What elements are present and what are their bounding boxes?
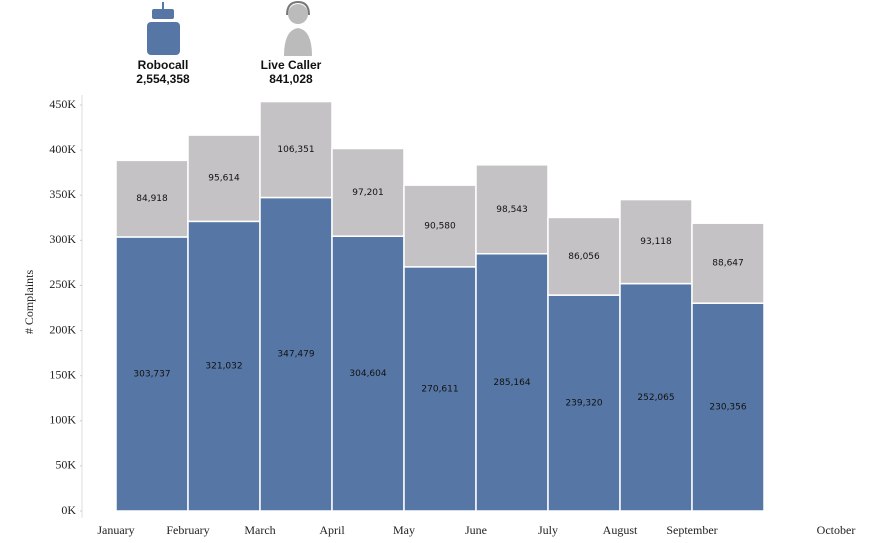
data-label: 347,479 (277, 350, 314, 360)
bar-segment (259, 196, 333, 512)
person-icon (284, 0, 312, 56)
data-label: 304,604 (349, 369, 386, 379)
data-label: 303,737 (133, 369, 170, 379)
bar-segment (331, 235, 405, 512)
x-tick-label: January (97, 523, 134, 537)
bar-segment (115, 159, 189, 238)
y-tick-label: 200K (49, 322, 76, 336)
y-tick-label: 100K (49, 413, 76, 427)
y-tick-label: 300K (49, 232, 76, 246)
bar-segment (619, 198, 693, 285)
y-tick-label: 400K (49, 142, 76, 156)
bar-segment (475, 252, 549, 512)
bar-segment (691, 222, 765, 304)
x-tick-label: July (538, 523, 558, 537)
y-axis-label: # Complaints (22, 270, 36, 335)
data-label: 252,065 (637, 393, 674, 403)
bar-segment (403, 184, 477, 268)
data-label: 239,320 (565, 399, 602, 409)
y-tick-label: 450K (49, 97, 76, 111)
bar-segment (259, 100, 333, 199)
data-label: 84,918 (136, 194, 168, 204)
data-label: 88,647 (712, 259, 744, 269)
bar-segment (187, 134, 261, 223)
data-label: 285,164 (493, 378, 530, 388)
legend-total: 841,028 (269, 72, 313, 86)
y-tick-label: 150K (49, 367, 76, 381)
data-label: 106,351 (277, 145, 314, 155)
data-label: 270,611 (421, 384, 458, 394)
data-label: 98,543 (496, 205, 528, 215)
x-tick-label: August (603, 523, 638, 537)
x-tick-label: April (319, 523, 345, 537)
bar-segment (547, 294, 621, 512)
data-label: 230,356 (709, 403, 746, 413)
bar-segment (619, 282, 693, 512)
x-tick-label: May (393, 523, 415, 537)
x-tick-label: October (817, 523, 856, 537)
y-tick-label: 50K (55, 458, 76, 472)
x-tick-label: September (666, 523, 717, 537)
data-label: 90,580 (424, 221, 456, 231)
y-tick-label: 350K (49, 187, 76, 201)
data-label: 95,614 (208, 174, 240, 184)
robot-icon (147, 2, 180, 55)
legend-total: 2,554,358 (136, 72, 190, 86)
bar-segment (691, 302, 765, 512)
legend-label: Robocall (138, 58, 189, 72)
data-label: 86,056 (568, 252, 600, 262)
legend-label: Live Caller (261, 58, 322, 72)
data-label: 321,032 (205, 362, 242, 372)
y-tick-label: 250K (49, 277, 76, 291)
bar-segment (547, 216, 621, 296)
x-tick-label: June (465, 523, 487, 537)
bar-segment (475, 164, 549, 255)
x-tick-label: March (244, 523, 275, 537)
y-tick-label: 0K (61, 503, 76, 517)
x-tick-label: February (166, 523, 209, 537)
bar-segment (115, 236, 189, 512)
data-label: 93,118 (640, 237, 672, 247)
data-label: 97,201 (352, 188, 384, 198)
